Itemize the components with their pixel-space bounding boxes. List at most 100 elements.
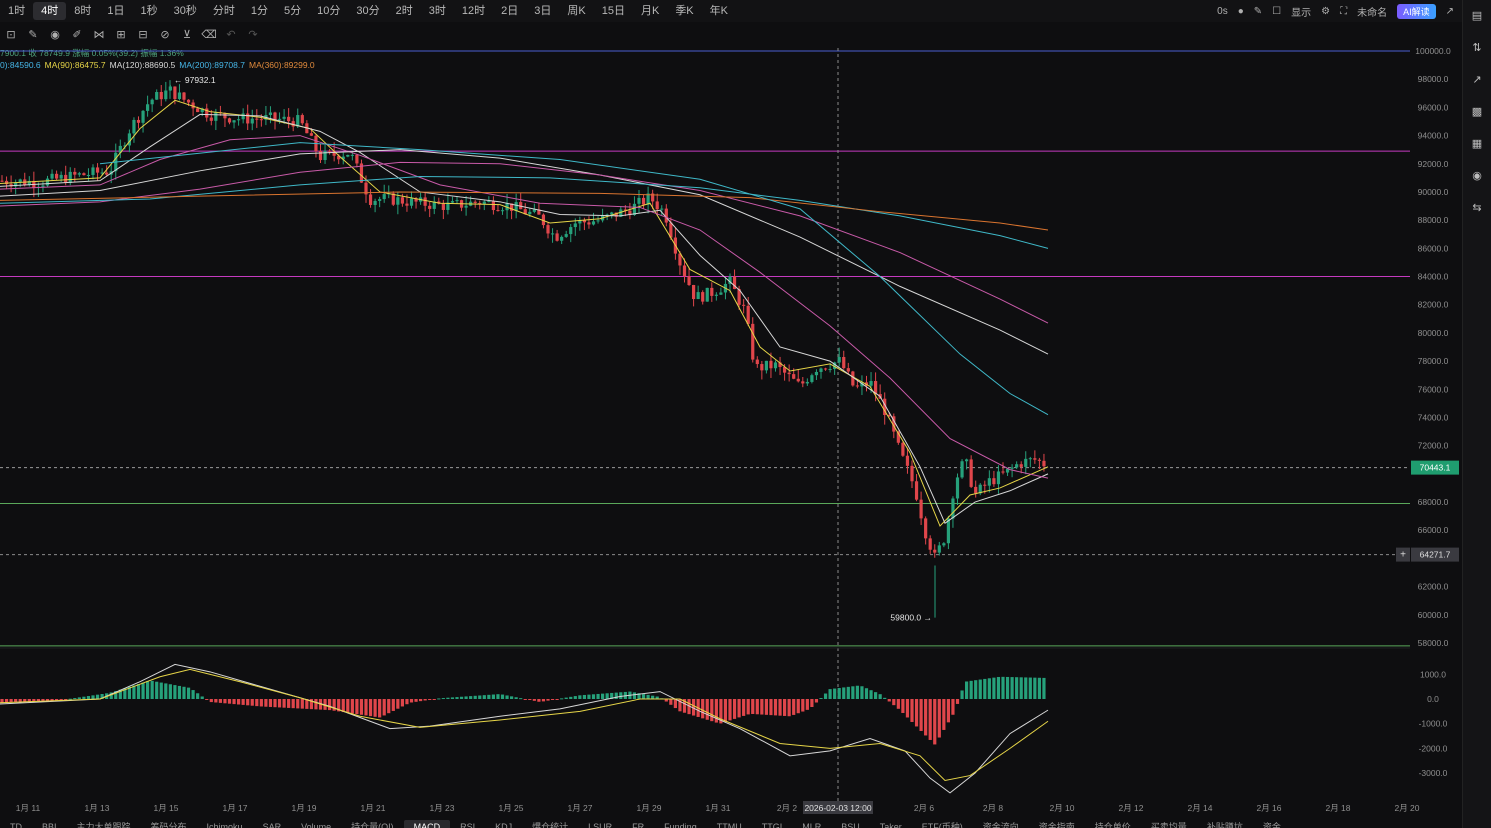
- pencil-icon[interactable]: ✎: [28, 28, 38, 41]
- indicator-tab[interactable]: TTMU: [716, 822, 742, 828]
- indicator-tab[interactable]: 补贴蹲坑: [1206, 822, 1243, 828]
- indicator-tab[interactable]: FR: [632, 822, 645, 828]
- indicator-tab[interactable]: Taker: [879, 822, 902, 828]
- timeframe-3[interactable]: 1日: [107, 5, 125, 17]
- macd-histogram-bar: [346, 699, 350, 713]
- indicator-tab[interactable]: KDJ: [495, 822, 513, 828]
- bookmark-icon[interactable]: ☐: [1272, 5, 1282, 17]
- timeframe-11[interactable]: 2时: [395, 5, 413, 17]
- high-price-label: ← 97932.1: [174, 75, 216, 85]
- timeframe-14[interactable]: 2日: [501, 5, 519, 17]
- indicator-tab[interactable]: LSUR: [588, 822, 613, 828]
- candle-body: [537, 209, 541, 215]
- swap-icon[interactable]: ⇆: [1472, 201, 1482, 214]
- filter-icon[interactable]: ⊻: [182, 28, 192, 41]
- brush-icon[interactable]: ✐: [72, 28, 82, 41]
- indicator-tab[interactable]: 爆仓统计: [532, 822, 569, 828]
- timeframe-10[interactable]: 30分: [356, 5, 380, 17]
- candle-body: [282, 116, 286, 119]
- undo-icon[interactable]: ↶: [226, 28, 236, 41]
- timeframe-8[interactable]: 5分: [284, 5, 302, 17]
- timeframe-15[interactable]: 3日: [534, 5, 552, 17]
- orderbook-icon[interactable]: ▤: [1471, 9, 1483, 22]
- indicator-tab[interactable]: 主力大单跟踪: [76, 822, 131, 828]
- candle-body: [446, 202, 450, 210]
- candle-body: [55, 173, 59, 179]
- timeframe-19[interactable]: 季K: [675, 5, 694, 17]
- indicator-tab[interactable]: BBI: [42, 822, 57, 828]
- trash-icon[interactable]: ⌫: [201, 28, 217, 41]
- crosshair-add-button[interactable]: [1396, 547, 1410, 562]
- timeframe-7[interactable]: 1分: [250, 5, 268, 17]
- macd-histogram-bar: [783, 699, 787, 716]
- candle-body: [623, 209, 627, 211]
- macd-histogram-bar: [55, 699, 59, 701]
- magnet-icon[interactable]: ⊘: [160, 28, 170, 41]
- calendar-icon[interactable]: ▦: [1471, 137, 1483, 150]
- indicator-tab[interactable]: 资金: [1262, 822, 1281, 828]
- display-button[interactable]: 显示: [1291, 7, 1312, 19]
- share-icon[interactable]: ↗: [1445, 5, 1454, 17]
- alert-icon[interactable]: ◉: [50, 28, 60, 41]
- timeframe-18[interactable]: 月K: [640, 5, 660, 17]
- indicator-tab[interactable]: 持仓单价: [1094, 822, 1131, 828]
- indicator-tab[interactable]: SAR: [262, 822, 282, 828]
- candle-body: [41, 185, 45, 187]
- indicator-tab[interactable]: TTGI: [761, 822, 783, 828]
- camera-icon[interactable]: ●: [1237, 5, 1244, 17]
- settings-icon[interactable]: ⚙: [1321, 5, 1331, 17]
- macd-histogram-bar: [391, 699, 395, 711]
- timeframe-17[interactable]: 15日: [601, 5, 625, 17]
- candle-body: [933, 549, 937, 553]
- timeframe-5[interactable]: 30秒: [173, 5, 197, 17]
- macd-histogram-bar: [933, 699, 937, 745]
- indicator-tab[interactable]: TD: [10, 822, 22, 828]
- candle-body: [205, 108, 209, 118]
- timeframe-20[interactable]: 年K: [709, 5, 728, 17]
- timeframe-6[interactable]: 分时: [212, 5, 235, 17]
- indicator-tab[interactable]: 资金指南: [1038, 822, 1075, 828]
- candle-body: [955, 477, 960, 499]
- robot-icon[interactable]: ◉: [1472, 169, 1482, 182]
- ai-interpret-button[interactable]: AI解读: [1397, 3, 1436, 19]
- ma-legend-item: MA(360):89299.0: [248, 60, 315, 70]
- indicator-tab[interactable]: BSU: [841, 822, 860, 828]
- indicator-tab[interactable]: Funding: [664, 822, 697, 828]
- indicator-tab[interactable]: Volume: [301, 822, 332, 828]
- macd-histogram-bar: [996, 676, 1001, 699]
- layout-name-dropdown[interactable]: 未命名: [1357, 7, 1388, 19]
- kline-chart[interactable]: 100000.0 98000.0 96000.0 94000.0 92000.0 9000…: [0, 44, 1462, 818]
- data-icon[interactable]: ▩: [1471, 105, 1483, 118]
- eraser-icon[interactable]: ⊟: [138, 28, 148, 41]
- redo-icon[interactable]: ↷: [248, 28, 258, 41]
- edit-icon[interactable]: ✎: [1253, 5, 1263, 17]
- timeframe-13[interactable]: 12时: [461, 5, 486, 17]
- indicator-tab[interactable]: 买卖均量: [1150, 822, 1187, 828]
- pattern-icon[interactable]: ⋈: [93, 28, 105, 41]
- date-axis-label: 2月 6: [914, 803, 935, 813]
- macd-histogram-bar: [833, 688, 837, 699]
- macd-histogram-bar: [751, 699, 755, 714]
- timeframe-2[interactable]: 8时: [74, 5, 92, 17]
- macd-histogram-bar: [705, 699, 709, 720]
- lock-icon[interactable]: ⊞: [116, 28, 126, 41]
- chart-icon[interactable]: ↗: [1472, 73, 1482, 86]
- indicator-tab[interactable]: ETF(币种): [921, 822, 963, 828]
- timeframe-16[interactable]: 周K: [567, 5, 586, 17]
- timeframe-1[interactable]: 4时: [33, 2, 67, 20]
- fullscreen-icon[interactable]: ⛶: [1340, 5, 1348, 17]
- trade-icon[interactable]: ⇅: [1472, 41, 1482, 54]
- crop-icon[interactable]: ⊡: [6, 28, 16, 41]
- timeframe-4[interactable]: 1秒: [140, 5, 158, 17]
- timeframe-9[interactable]: 10分: [317, 5, 341, 17]
- indicator-tab[interactable]: MLR: [802, 822, 822, 828]
- timeframe-12[interactable]: 3时: [428, 5, 446, 17]
- indicator-tab[interactable]: 筹码分布: [150, 822, 187, 828]
- timeframe-0[interactable]: 1时: [8, 5, 26, 17]
- indicator-tab[interactable]: MACD: [403, 820, 451, 828]
- indicator-tab[interactable]: 持仓量(OI): [351, 822, 394, 828]
- indicator-tab[interactable]: Ichimoku: [206, 822, 243, 828]
- indicator-tab[interactable]: RSI: [460, 822, 476, 828]
- indicator-tab[interactable]: 资金流向: [982, 822, 1019, 828]
- macd-histogram-bar: [23, 699, 27, 702]
